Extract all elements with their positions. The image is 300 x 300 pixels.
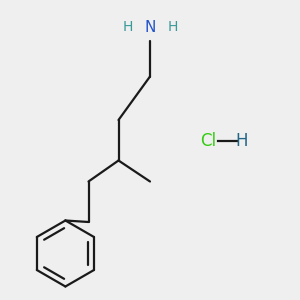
- Text: N: N: [144, 20, 156, 34]
- Text: Cl: Cl: [200, 132, 217, 150]
- Text: H: H: [122, 20, 133, 34]
- Text: H: H: [235, 132, 248, 150]
- Text: H: H: [167, 20, 178, 34]
